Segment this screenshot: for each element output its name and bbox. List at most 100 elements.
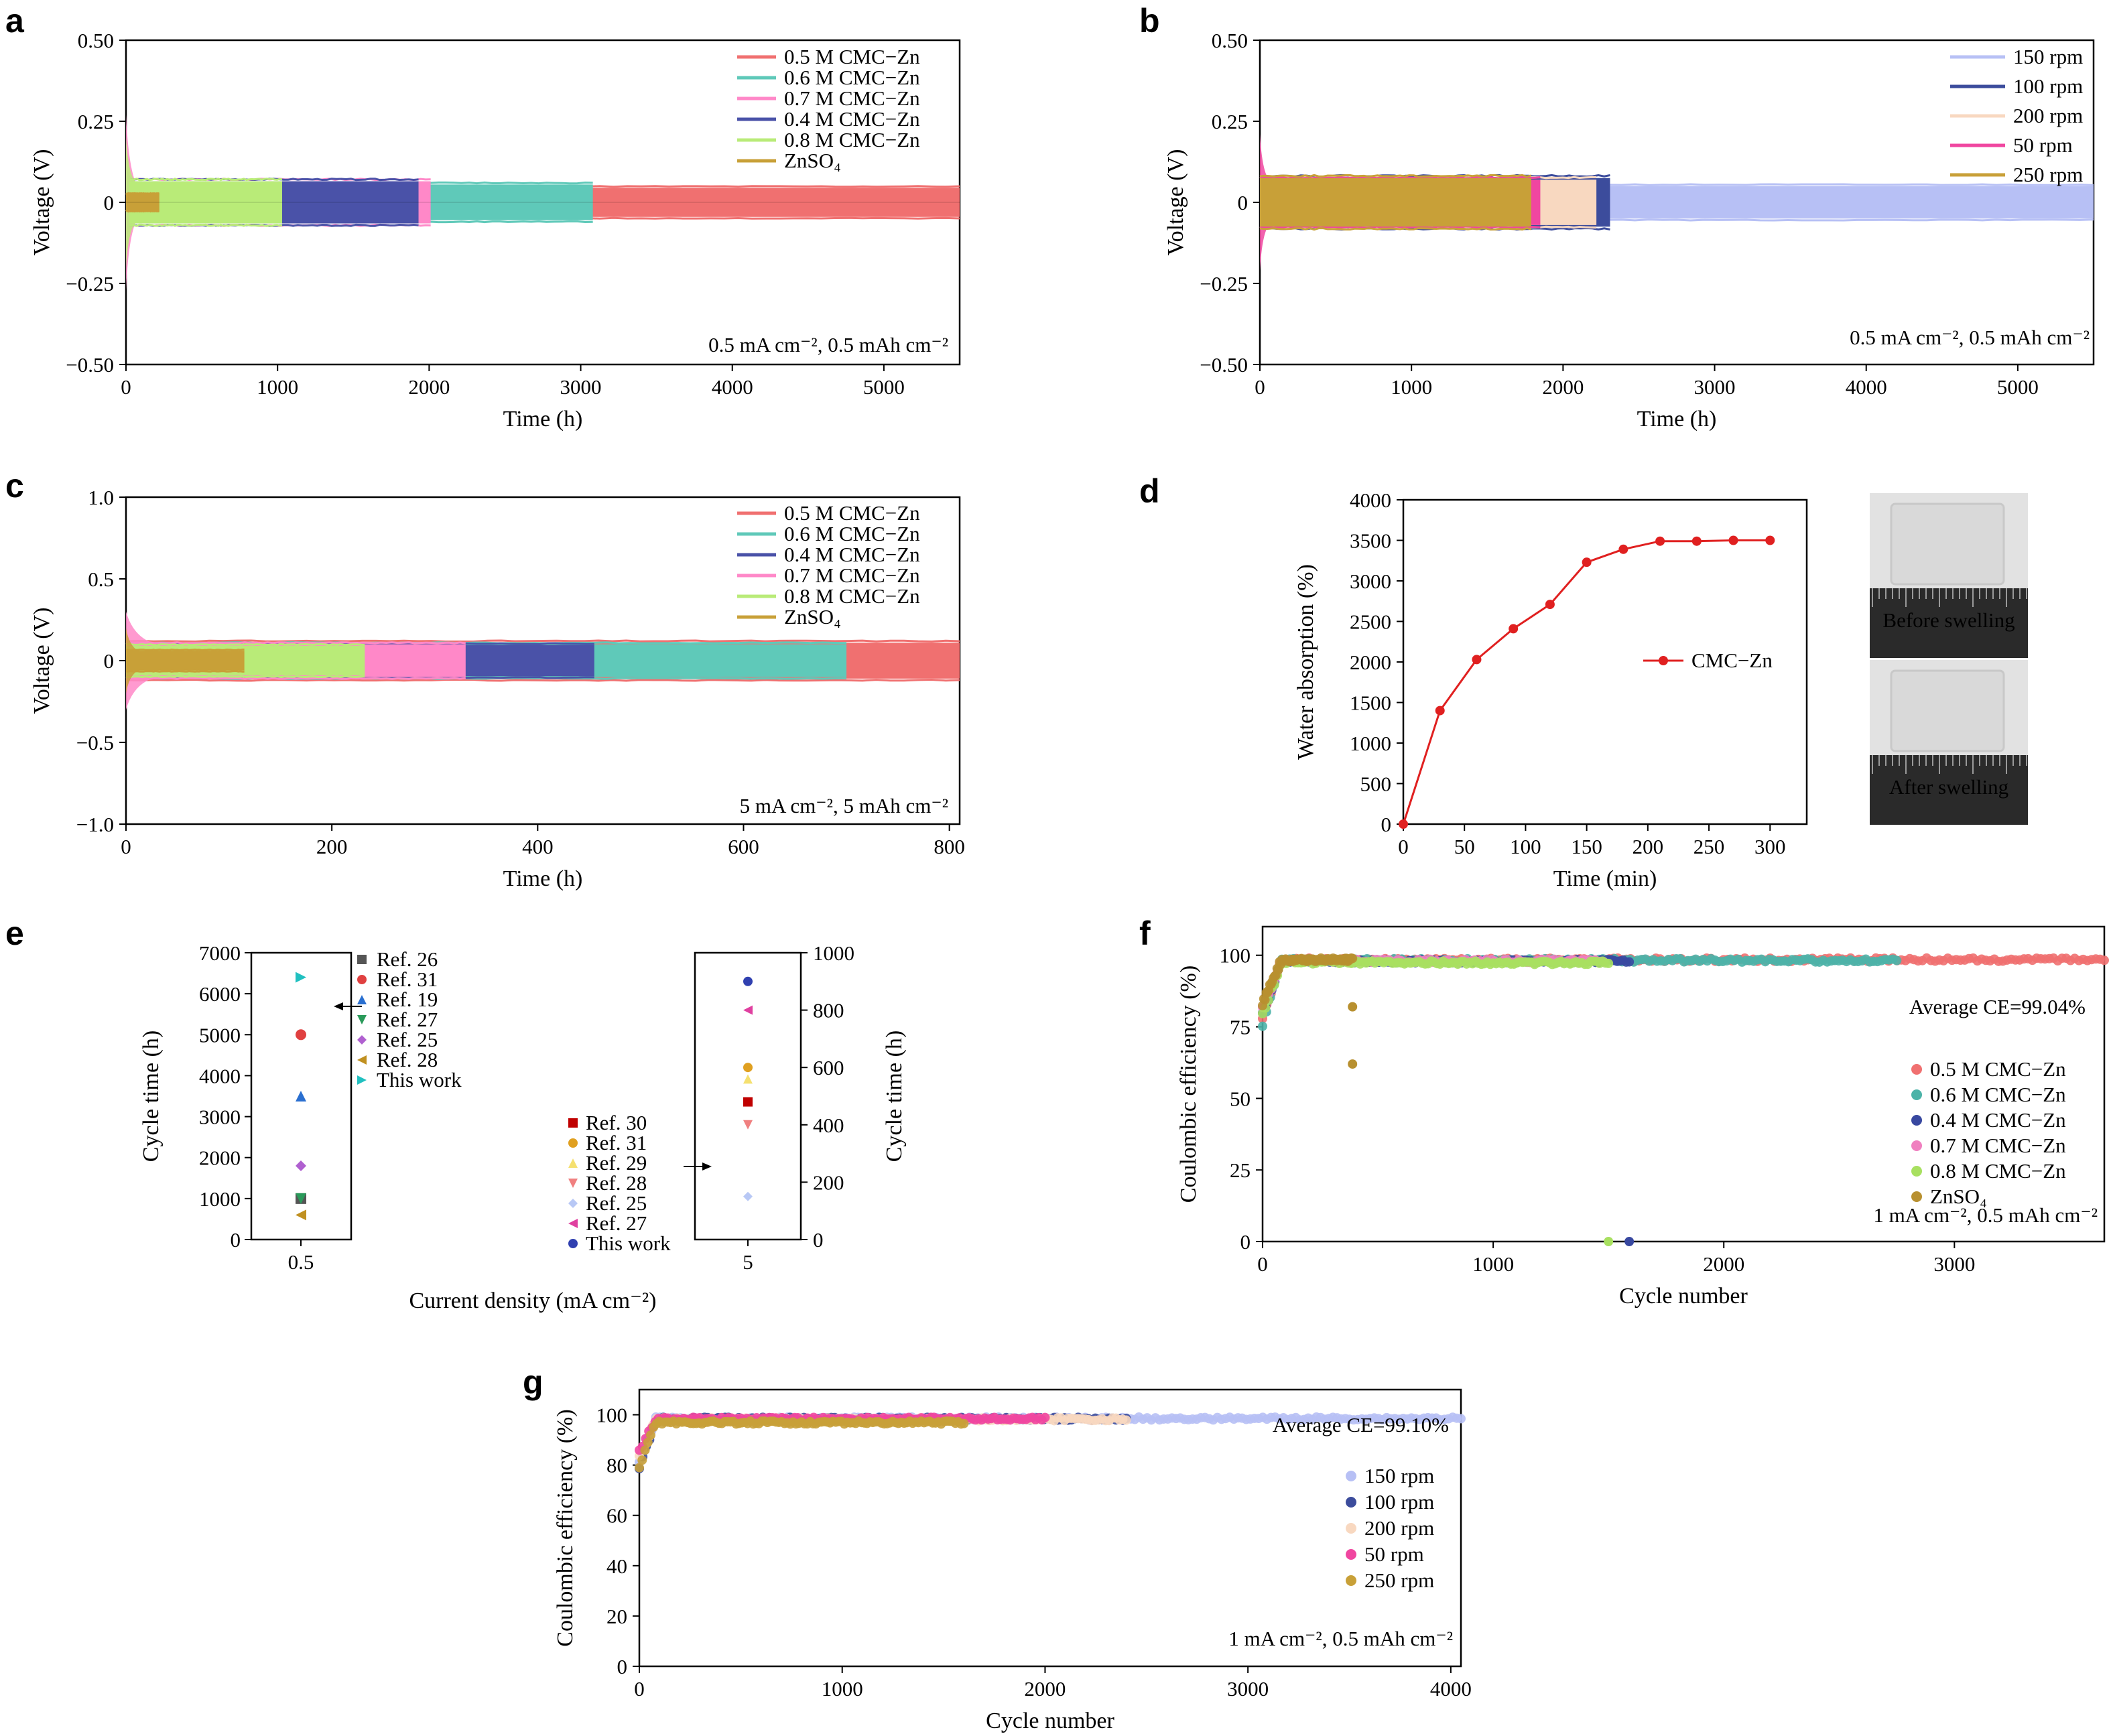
swelling-photos: Before swelling After swelling <box>1870 493 2028 825</box>
x-axis-label: Cycle number <box>1619 1284 1748 1309</box>
legend-label: 0.4 M CMC−Zn <box>1930 1108 2066 1132</box>
x-axis-label: Time (h) <box>503 866 583 891</box>
legend-marker <box>357 1035 367 1045</box>
point-Ref. 25 <box>296 1160 306 1171</box>
x-axis-label: Time (h) <box>1637 407 1717 431</box>
condition-label: 0.5 mA cm⁻², 0.5 mAh cm⁻² <box>708 333 948 356</box>
legend-label: Ref. 25 <box>377 1028 438 1051</box>
y-tick-label: 4000 <box>1350 488 1391 512</box>
ce-point <box>1604 958 1614 968</box>
y-tick-label: 3500 <box>1350 529 1391 553</box>
condition-label: 5 mA cm⁻², 5 mAh cm⁻² <box>740 794 948 817</box>
chart-g-coulombic-efficiency: 0 1000 2000 3000 4000 0 20 40 60 80 100 Cycle numbe… <box>553 1388 1472 1733</box>
panel-label-d: d <box>1139 472 1160 510</box>
ce-point <box>1040 1412 1050 1422</box>
after-swelling-photo-label: After swelling <box>1889 775 2008 799</box>
legend-marker <box>1911 1140 1922 1151</box>
ce-point <box>645 1430 655 1440</box>
legend-marker <box>568 1179 578 1188</box>
ce-point <box>637 1455 647 1465</box>
legend-label: 0.6 M CMC−Zn <box>784 522 920 545</box>
legend-label: 150 rpm <box>2013 45 2083 68</box>
point-Ref. 19 <box>296 1091 306 1101</box>
legend-label: Ref. 31 <box>377 967 438 991</box>
x-tick-label: 200 <box>1633 835 1664 858</box>
y-tick-label: 2000 <box>1350 651 1391 674</box>
legend-label: Ref. 26 <box>377 947 438 971</box>
average-ce-label: Average CE=99.04% <box>1909 995 2086 1018</box>
voltage-band-ZnSO₄ <box>126 194 159 211</box>
y-tick-label: 0 <box>104 191 115 214</box>
y-tick-label: 100 <box>1220 944 1251 967</box>
legend-label: Ref. 19 <box>377 988 438 1011</box>
ce-point <box>1348 953 1358 963</box>
legend-label: Ref. 30 <box>586 1111 647 1134</box>
legend-label: 0.4 M CMC−Zn <box>784 107 920 131</box>
y-tick-label: 500 <box>1360 773 1392 796</box>
legend-marker <box>1346 1575 1356 1586</box>
y-tick-label: −0.5 <box>76 731 114 754</box>
y-tick-label: 50 <box>1230 1087 1251 1110</box>
voltage-envelope <box>125 210 159 213</box>
legend-label: ZnSO₄ <box>784 149 841 172</box>
ce-point <box>635 1463 644 1473</box>
y-tick-label: 0.25 <box>1212 110 1248 133</box>
average-ce-label: Average CE=99.10% <box>1273 1413 1449 1437</box>
panel-label-f: f <box>1139 915 1151 952</box>
voltage-envelope <box>125 649 245 651</box>
initial-spike <box>126 628 139 693</box>
y-tick-label: 5000 <box>199 1023 241 1047</box>
legend-marker <box>357 995 367 1004</box>
y-axis-label-right: Cycle time (h) <box>882 1030 907 1162</box>
legend-marker <box>1346 1471 1356 1481</box>
panel-label-b: b <box>1139 2 1160 40</box>
x-axis-label: Current density (mA cm⁻²) <box>409 1288 656 1313</box>
x-tick-label: 2000 <box>1542 375 1584 399</box>
x-tick-label: 5000 <box>1997 375 2039 399</box>
y-tick-label: 0 <box>1381 813 1392 836</box>
voltage-envelope <box>129 178 283 182</box>
x-tick-label: 1000 <box>822 1677 863 1700</box>
chart-d-water-absorption: 0 50 100 150 200 250 3000500100015002000250030… <box>1293 488 1808 891</box>
x-tick-label: 100 <box>1510 835 1541 858</box>
ce-point <box>1258 1021 1267 1031</box>
point-Ref. 31 <box>296 1029 306 1041</box>
legend-marker <box>568 1138 578 1148</box>
legend-marker <box>1346 1497 1356 1508</box>
y-tick-label: 0.50 <box>1212 29 1248 52</box>
y-tick-label: 600 <box>813 1056 844 1079</box>
x-tick-label: 2000 <box>1024 1677 1066 1700</box>
ce-point <box>959 1418 969 1428</box>
y-tick-label: −0.25 <box>66 272 114 295</box>
ce-outlier <box>1624 1237 1635 1246</box>
x-tick-label: 400 <box>522 835 554 858</box>
legend-marker <box>357 1075 367 1085</box>
legend-label: 0.4 M CMC−Zn <box>784 543 920 566</box>
before-swelling-photo-ruler <box>1870 588 2028 658</box>
x-tick-label: 250 <box>1693 835 1725 858</box>
legend-marker <box>568 1199 578 1208</box>
legend-label: 0.5 M CMC−Zn <box>784 45 920 68</box>
y-tick-label: 4000 <box>199 1064 241 1087</box>
legend-label: 0.5 M CMC−Zn <box>784 501 920 525</box>
x-tick-label: 2000 <box>408 375 450 399</box>
point-Ref. 31 <box>743 1063 753 1073</box>
y-tick-label: 0 <box>231 1228 241 1252</box>
legend-label: ZnSO₄ <box>1930 1185 1987 1208</box>
y-tick-label: 40 <box>606 1554 627 1578</box>
absorption-point <box>1435 706 1445 716</box>
x-tick-label: 150 <box>1571 835 1602 858</box>
legend-label: 0.6 M CMC−Zn <box>784 66 920 89</box>
y-tick-label: 60 <box>606 1504 627 1528</box>
x-tick-label: 3000 <box>560 375 602 399</box>
arrow-head <box>334 1002 343 1010</box>
legend-marker <box>357 1055 367 1065</box>
legend-label: ZnSO₄ <box>784 605 841 628</box>
legend-marker <box>568 1158 578 1168</box>
y-tick-label: 0 <box>104 649 115 673</box>
point-Ref. 29 <box>743 1074 753 1084</box>
chart-f-coulombic-efficiency: 0 1000 2000 3000 0 25 50 75 100 Cycle number Coulo… <box>1176 925 2109 1309</box>
arrow-head <box>702 1162 712 1171</box>
